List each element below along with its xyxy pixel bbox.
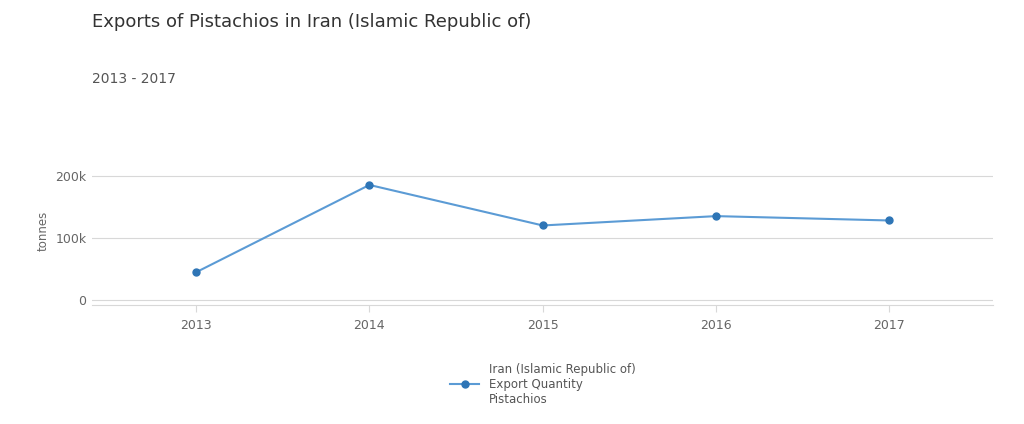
Text: Exports of Pistachios in Iran (Islamic Republic of): Exports of Pistachios in Iran (Islamic R… [92, 13, 531, 31]
Legend: Iran (Islamic Republic of)
Export Quantity
Pistachios: Iran (Islamic Republic of) Export Quanti… [445, 358, 640, 411]
Text: 2013 - 2017: 2013 - 2017 [92, 72, 176, 86]
Y-axis label: tonnes: tonnes [37, 211, 50, 251]
